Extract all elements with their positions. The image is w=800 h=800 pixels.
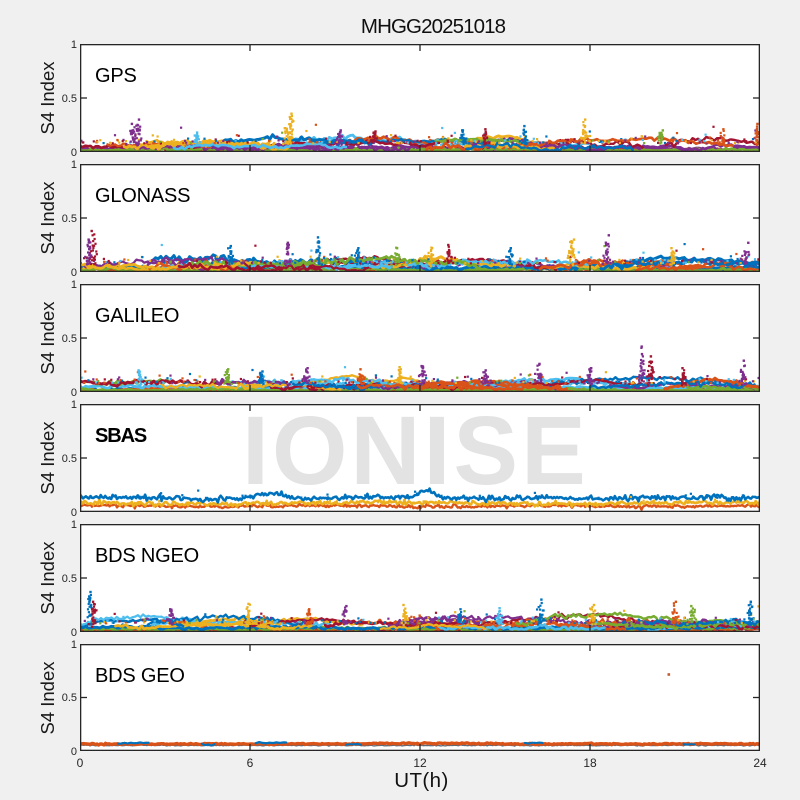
svg-text:IONISE: IONISE [242,404,589,505]
